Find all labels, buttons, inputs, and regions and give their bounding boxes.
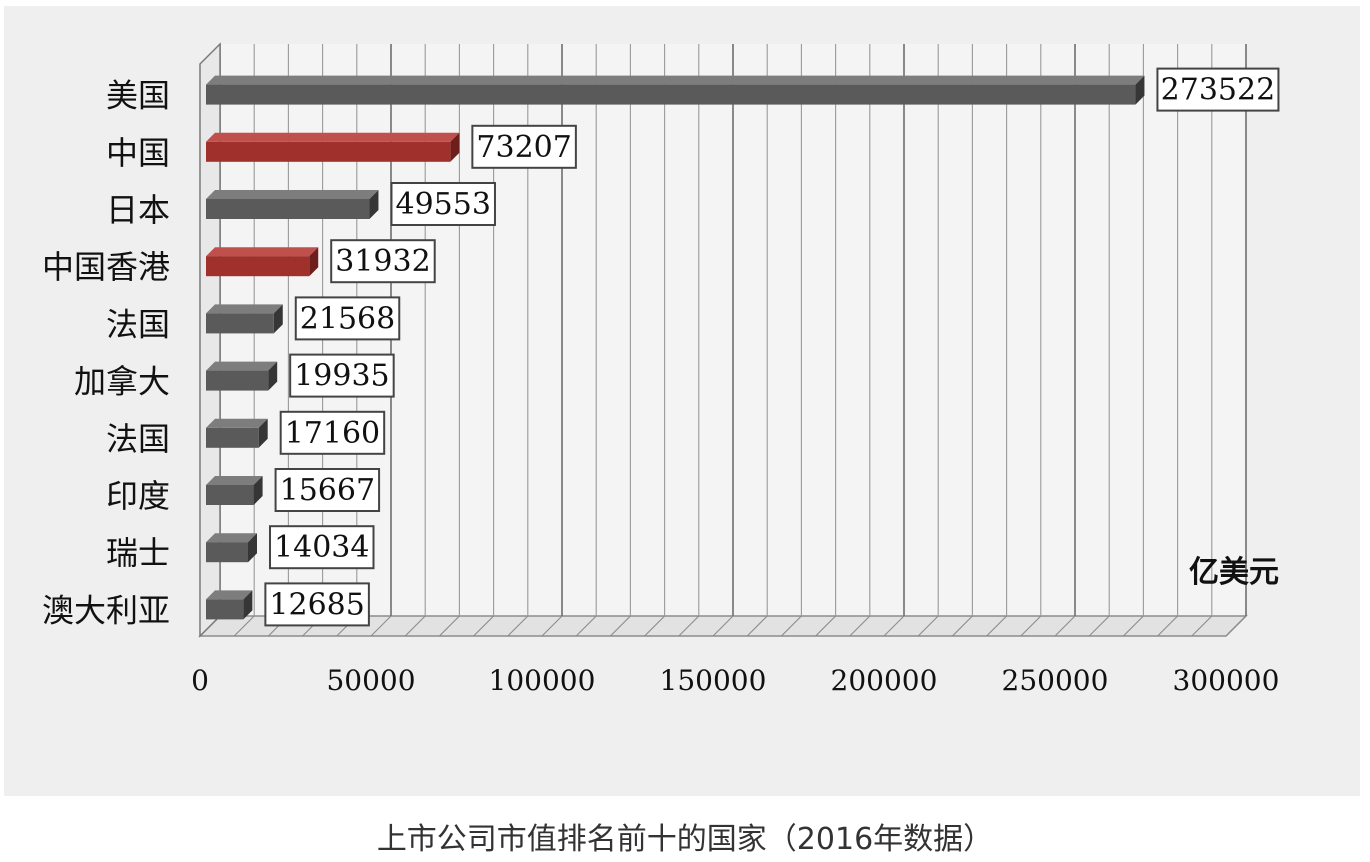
bar-end	[309, 247, 319, 277]
data-label: 273522	[1161, 73, 1276, 108]
bar-top	[206, 533, 257, 543]
category-label: 中国香港	[42, 248, 170, 286]
bar	[206, 313, 274, 334]
floor-gridline	[1123, 615, 1144, 637]
data-label: 14034	[274, 530, 369, 565]
x-tick-label: 250000	[1002, 664, 1109, 697]
data-label-box	[390, 182, 496, 226]
floor-gridline	[917, 615, 939, 637]
category-label: 中国	[106, 134, 170, 172]
bar	[206, 427, 259, 448]
category-label: 法国	[106, 420, 170, 458]
category-label: 法国	[106, 305, 170, 343]
data-label: 19935	[294, 359, 389, 394]
bar-end	[268, 361, 278, 391]
x-tick-label: 300000	[1173, 664, 1280, 697]
bar-end	[247, 533, 257, 563]
floor-gridline	[644, 615, 665, 637]
bar	[206, 199, 370, 219]
bar-top	[206, 590, 253, 600]
floor-gridline	[815, 615, 836, 637]
data-label: 31932	[335, 244, 430, 279]
floor-gridline	[233, 615, 255, 637]
data-label: 17160	[285, 416, 380, 451]
category-label: 加拿大	[74, 363, 170, 401]
category-label: 印度	[106, 477, 170, 515]
data-label-box	[294, 296, 401, 341]
bar	[206, 599, 244, 620]
data-label-box	[471, 124, 577, 169]
floor-gridline	[678, 615, 700, 637]
bar-top	[206, 418, 268, 428]
unit-label: 亿美元	[1189, 555, 1279, 590]
floor-gridline	[1054, 615, 1076, 637]
floor-gridline	[1157, 615, 1178, 637]
bar-end	[253, 476, 263, 505]
bar-end	[450, 132, 460, 162]
bar-top	[206, 75, 1145, 85]
floor-gridline	[404, 615, 426, 637]
data-label-box	[330, 239, 436, 284]
bar-top	[206, 361, 278, 371]
bar-end	[243, 590, 253, 620]
bar-top	[206, 247, 319, 257]
category-label: 澳大利亚	[42, 591, 170, 629]
data-label-box	[289, 353, 395, 398]
floor-gridline	[439, 615, 460, 637]
floor-gridline	[781, 615, 802, 637]
x-tick-label: 150000	[660, 664, 767, 697]
floor-gridline	[712, 615, 734, 637]
category-label: 日本	[106, 191, 170, 229]
bar	[206, 141, 451, 162]
floor-gridline	[986, 615, 1007, 637]
category-label: 瑞士	[106, 534, 170, 572]
bar	[206, 485, 254, 505]
data-label: 21568	[300, 301, 395, 336]
data-label-box	[274, 468, 381, 512]
floor-gridline	[507, 615, 529, 637]
floor-gridline	[849, 615, 871, 637]
bar-top	[206, 476, 263, 485]
floor-gridline	[610, 615, 631, 637]
chart-caption: 上市公司市值排名前十的国家（2016年数据）	[376, 822, 994, 857]
bar	[206, 256, 310, 277]
data-label-box	[268, 525, 375, 570]
floor-gridline	[1088, 615, 1110, 637]
bar-end	[369, 190, 379, 219]
x-tick-label: 0	[191, 664, 209, 697]
floor-gridline	[952, 615, 973, 637]
floor-gridline	[883, 615, 905, 637]
bar-end	[258, 418, 268, 448]
x-tick-label: 200000	[831, 664, 938, 697]
data-label-box	[1156, 67, 1280, 112]
floor-gridline	[1225, 615, 1247, 637]
category-label: 美国	[106, 77, 170, 115]
x-tick-label: 100000	[489, 664, 596, 697]
bar	[206, 542, 248, 563]
data-label-box	[264, 582, 370, 627]
floor-gridline	[370, 615, 392, 637]
floor-gridline	[1191, 615, 1213, 637]
data-label: 73207	[476, 130, 571, 165]
bar	[206, 370, 269, 391]
floor-gridline	[575, 615, 597, 637]
x-tick-label: 50000	[326, 664, 415, 697]
data-label-box	[279, 410, 386, 455]
bar-top	[206, 304, 283, 314]
bar-end	[273, 304, 283, 334]
bar-top	[206, 132, 460, 142]
bar-top	[206, 190, 379, 199]
data-label: 15667	[280, 473, 375, 508]
bar	[206, 84, 1136, 105]
floor-gridline	[473, 615, 494, 637]
floor-gridline	[1020, 615, 1042, 637]
floor-gridline	[541, 615, 563, 637]
data-label: 49553	[396, 187, 491, 222]
bar-end	[1135, 75, 1145, 105]
data-label: 12685	[269, 587, 364, 622]
floor-gridline	[746, 615, 768, 637]
